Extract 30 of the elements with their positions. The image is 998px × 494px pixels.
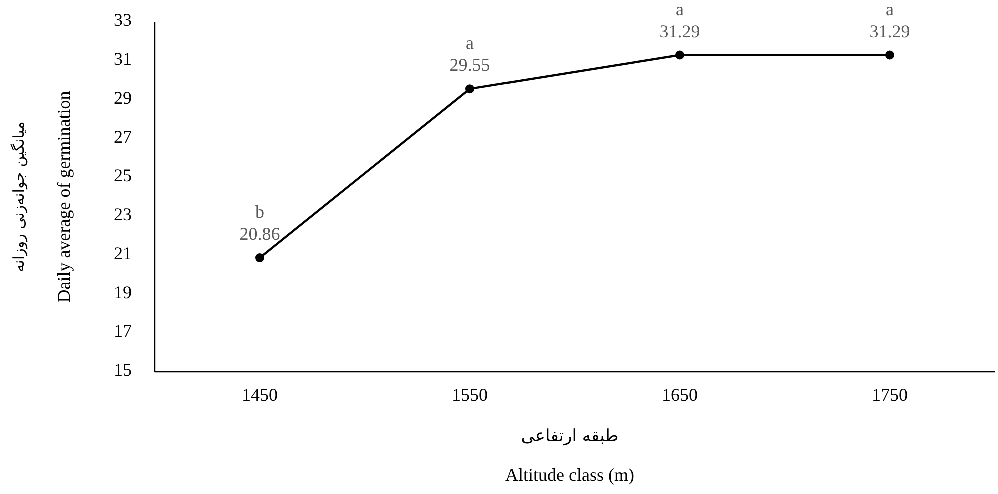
y-tick-label: 27 xyxy=(114,126,132,147)
point xyxy=(466,84,474,94)
y-tick-label: 21 xyxy=(114,243,132,264)
y-axis-title: Daily average of germination xyxy=(54,91,74,303)
y-tick-label: 19 xyxy=(114,282,132,302)
x-tick-label: 1650 xyxy=(662,385,698,406)
data-label: 31.29 xyxy=(660,21,700,42)
point xyxy=(886,50,894,60)
x-tick-label: 1750 xyxy=(872,385,908,406)
annotation: b xyxy=(256,202,264,222)
x-tick-label: 1450 xyxy=(242,385,278,406)
y-tick-label: 29 xyxy=(114,88,132,108)
y-tick-label: 17 xyxy=(114,321,132,342)
y-tick-label: 31 xyxy=(114,49,132,70)
annotation: a xyxy=(886,0,894,20)
y-tick-label: 15 xyxy=(114,360,132,380)
x-axis-title: طبقه ارتفاعی xyxy=(521,426,619,447)
point xyxy=(676,50,684,60)
data-label: 20.86 xyxy=(240,224,280,244)
x-tick-label: 1550 xyxy=(452,385,488,406)
data-label: 29.55 xyxy=(450,55,490,76)
annotation: a xyxy=(676,0,684,20)
y-tick-label: 23 xyxy=(114,204,132,225)
y-tick-label: 33 xyxy=(114,10,132,30)
text: Altitude class (m) xyxy=(506,465,634,486)
text: میانگین جوانه‌زنی روزانه xyxy=(10,122,28,272)
annotation: a xyxy=(466,33,474,54)
y-tick-label: 25 xyxy=(114,166,132,186)
point xyxy=(256,254,264,263)
data-label: 31.29 xyxy=(870,21,910,42)
